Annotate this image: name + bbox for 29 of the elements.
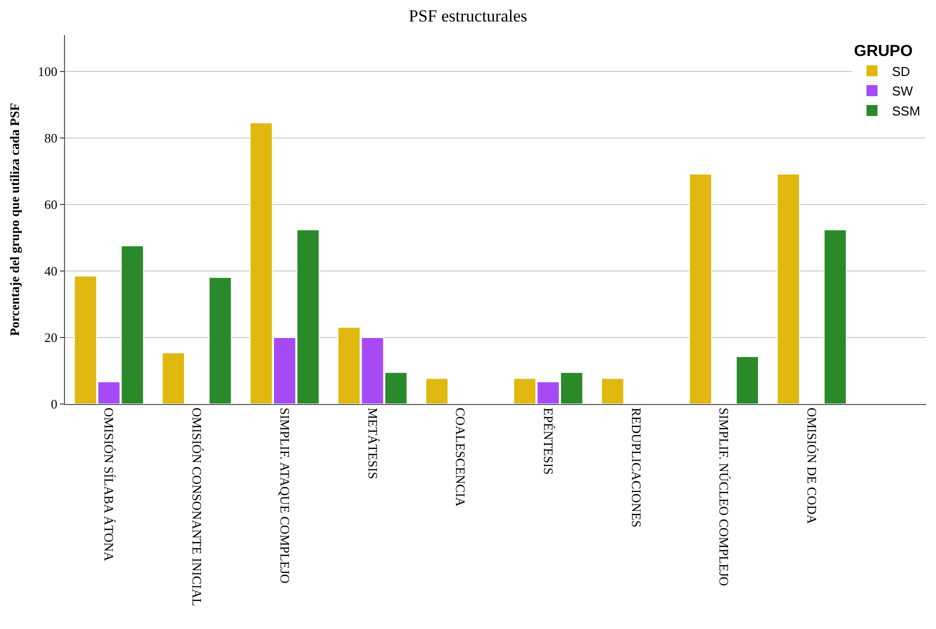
y-tick-label: 100 [38,64,58,80]
y-tick-label: 80 [44,130,58,146]
y-tick-label: 60 [44,197,58,212]
y-tick-label: 0 [50,396,58,412]
y-axis-title: Porcentaje del grupo que utiliza cada PSF [6,102,22,336]
x-tick-label: METÁTESIS [365,408,380,480]
x-tick-label: SIMPLIF. NÚCLEO COMPLEJO [716,408,732,586]
x-tick-label: REDUPLICACIONES [628,408,644,528]
bar [776,173,800,404]
legend-title: GRUPO [854,42,913,60]
x-tick-label: SIMPLIF. ATAQUE COMPLEJO [277,408,292,584]
legend-label: SD [892,64,910,79]
bar [601,378,624,404]
chart-title: PSF estructurales [408,6,528,26]
bar [688,173,712,404]
bar [736,356,759,404]
x-tick-label: COALESCENCIA [453,408,468,508]
bar [162,352,185,404]
bar [208,276,232,404]
bar [425,378,449,404]
legend-label: SSM [892,104,920,119]
x-tick-label: OMISIÓN DE CODA [804,408,820,524]
x-tick-label: OMISIÓN CONSONANTE INICIAL [190,408,205,606]
y-tick-label: 20 [44,330,58,346]
bar [824,229,847,404]
x-tick-label: OMISIÓN SÍLABA ÁTONA [102,408,117,562]
y-tick-label: 40 [44,264,58,279]
x-tick-label: EPÉNTESIS [540,408,556,475]
legend-label: SW [892,84,914,99]
